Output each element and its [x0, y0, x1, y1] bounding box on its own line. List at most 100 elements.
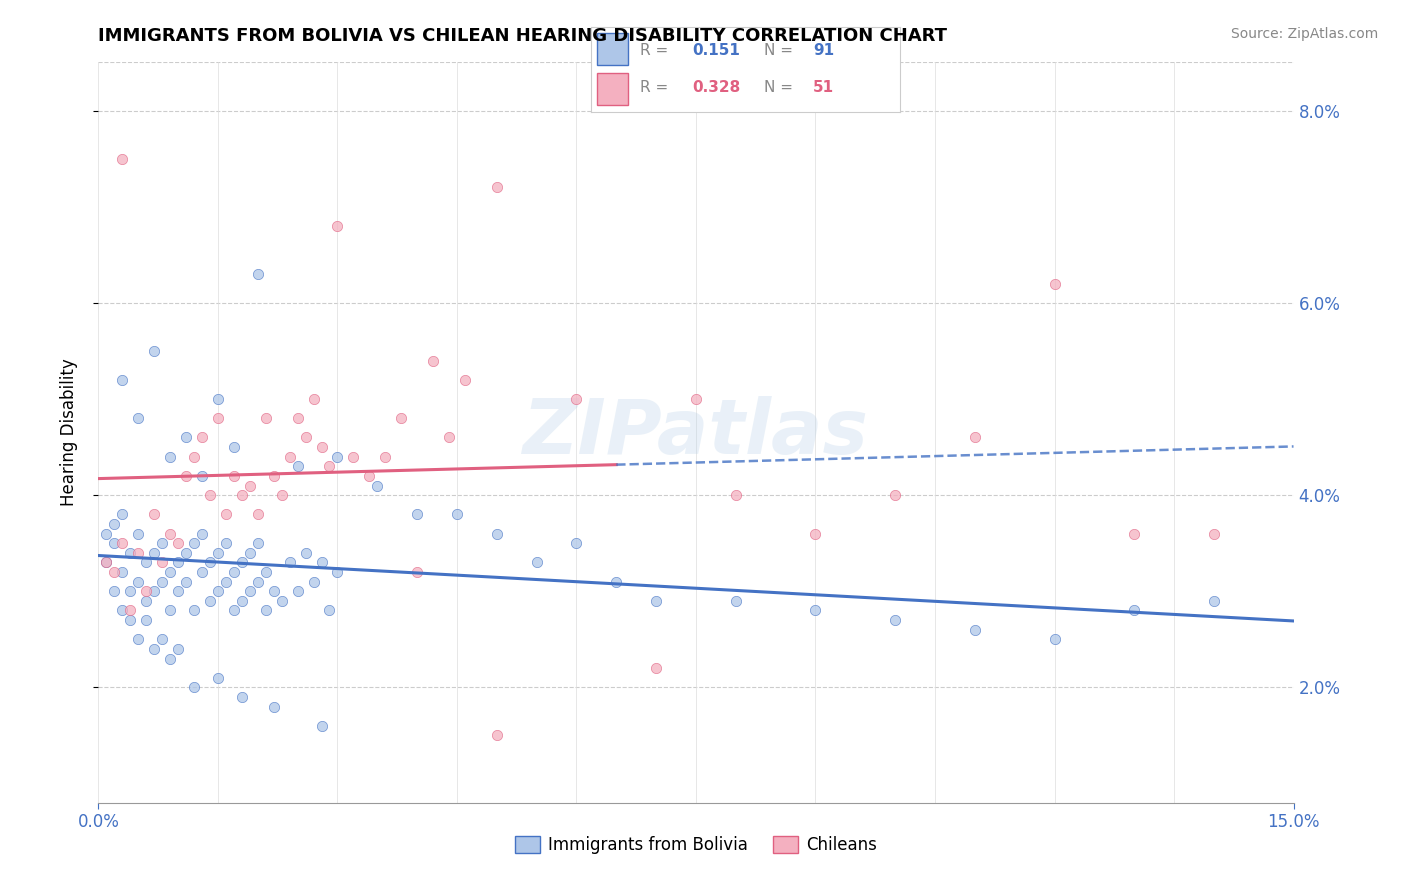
- Point: [645, 594, 668, 608]
- Point: [96, 556, 118, 570]
- Point: [222, 565, 245, 579]
- Point: [294, 430, 316, 444]
- Point: [159, 565, 181, 579]
- Point: [565, 392, 588, 406]
- Point: [111, 373, 134, 387]
- Point: [150, 574, 173, 589]
- Point: [311, 719, 333, 733]
- Point: [111, 565, 134, 579]
- Point: [167, 584, 190, 599]
- Point: [645, 661, 668, 675]
- Point: [239, 584, 262, 599]
- Point: [159, 450, 181, 464]
- Point: [278, 450, 301, 464]
- Point: [406, 565, 429, 579]
- Point: [884, 613, 907, 627]
- Point: [446, 508, 468, 522]
- Point: [406, 508, 429, 522]
- Point: [135, 584, 157, 599]
- Point: [150, 536, 173, 550]
- Point: [311, 556, 333, 570]
- Point: [127, 546, 149, 560]
- Point: [183, 450, 205, 464]
- Point: [120, 613, 142, 627]
- Point: [287, 459, 309, 474]
- Text: ZIPatlas: ZIPatlas: [523, 396, 869, 469]
- Point: [198, 488, 221, 502]
- Point: [167, 642, 190, 657]
- Point: [963, 623, 986, 637]
- Point: [294, 546, 316, 560]
- Point: [1202, 594, 1225, 608]
- Point: [167, 556, 190, 570]
- Point: [103, 584, 125, 599]
- Point: [135, 556, 157, 570]
- Y-axis label: Hearing Disability: Hearing Disability: [59, 359, 77, 507]
- Point: [215, 536, 238, 550]
- Point: [174, 546, 197, 560]
- Point: [254, 603, 277, 617]
- Point: [246, 574, 269, 589]
- Point: [287, 411, 309, 425]
- Point: [326, 219, 349, 233]
- Point: [183, 536, 205, 550]
- Point: [804, 603, 827, 617]
- Point: [143, 584, 166, 599]
- Point: [207, 411, 229, 425]
- Point: [318, 603, 340, 617]
- Point: [804, 526, 827, 541]
- Point: [454, 373, 477, 387]
- Legend: Immigrants from Bolivia, Chileans: Immigrants from Bolivia, Chileans: [508, 830, 884, 861]
- Point: [724, 594, 747, 608]
- Point: [278, 556, 301, 570]
- Point: [159, 651, 181, 665]
- Point: [311, 440, 333, 454]
- Point: [485, 526, 508, 541]
- Point: [143, 642, 166, 657]
- Text: 91: 91: [813, 43, 834, 58]
- Point: [422, 353, 444, 368]
- Point: [191, 430, 214, 444]
- Point: [215, 574, 238, 589]
- Point: [198, 556, 221, 570]
- Point: [1123, 526, 1146, 541]
- Point: [287, 584, 309, 599]
- Point: [246, 508, 269, 522]
- Point: [366, 478, 388, 492]
- Point: [246, 267, 269, 281]
- Point: [207, 584, 229, 599]
- Point: [437, 430, 460, 444]
- Point: [143, 508, 166, 522]
- Point: [159, 603, 181, 617]
- Point: [198, 594, 221, 608]
- Point: [239, 478, 262, 492]
- Point: [150, 556, 173, 570]
- Point: [174, 430, 197, 444]
- Text: Source: ZipAtlas.com: Source: ZipAtlas.com: [1230, 27, 1378, 41]
- Point: [120, 584, 142, 599]
- Point: [103, 536, 125, 550]
- Text: 0.328: 0.328: [693, 80, 741, 95]
- Point: [143, 343, 166, 358]
- Point: [565, 536, 588, 550]
- Point: [191, 469, 214, 483]
- Text: R =: R =: [640, 43, 673, 58]
- Point: [724, 488, 747, 502]
- Point: [685, 392, 707, 406]
- Point: [326, 565, 349, 579]
- Point: [222, 440, 245, 454]
- Point: [254, 411, 277, 425]
- Point: [159, 526, 181, 541]
- Point: [183, 603, 205, 617]
- Point: [605, 574, 627, 589]
- Point: [1123, 603, 1146, 617]
- Point: [326, 450, 349, 464]
- Point: [884, 488, 907, 502]
- Point: [96, 556, 118, 570]
- Point: [174, 469, 197, 483]
- Point: [963, 430, 986, 444]
- Point: [120, 603, 142, 617]
- Point: [183, 681, 205, 695]
- Point: [127, 632, 149, 647]
- Text: N =: N =: [763, 80, 797, 95]
